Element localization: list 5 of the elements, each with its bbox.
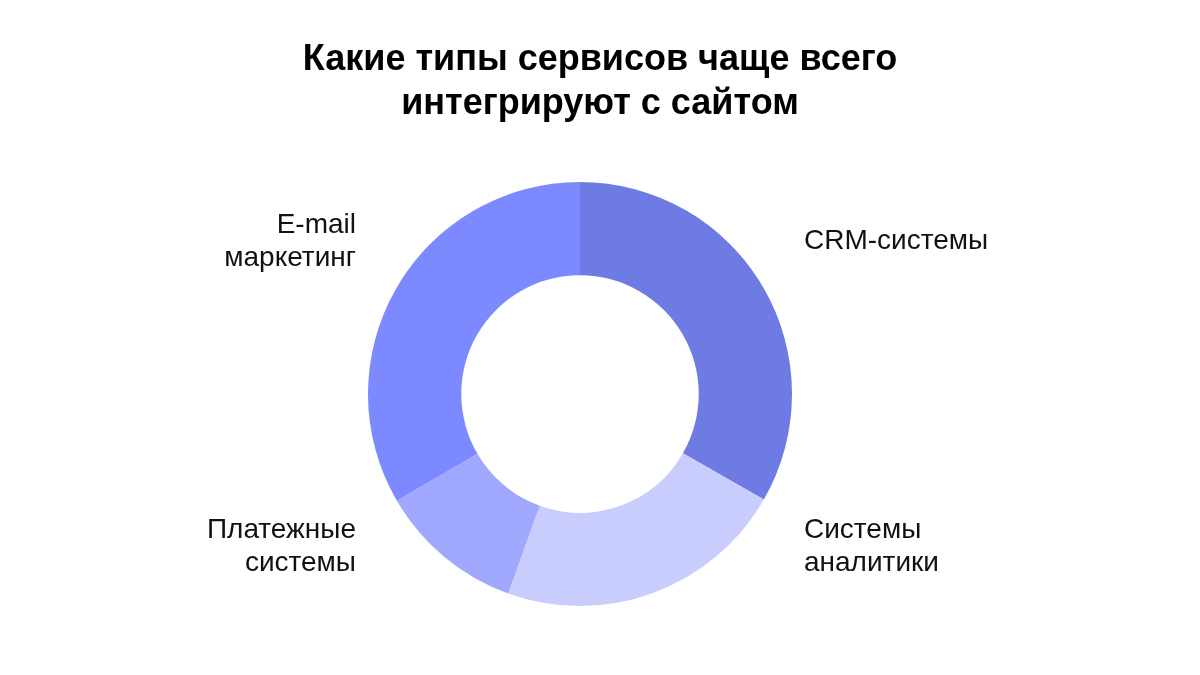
slice-label: CRM-системы [804,224,989,256]
chart-title: Какие типы сервисов чаще всего интегрируют с сайтом [301,36,899,124]
slice-label: Платежные системы [206,512,356,577]
slice-label: E-mail маркетинг [224,207,356,272]
slice-label: Системы аналитики [804,512,939,577]
